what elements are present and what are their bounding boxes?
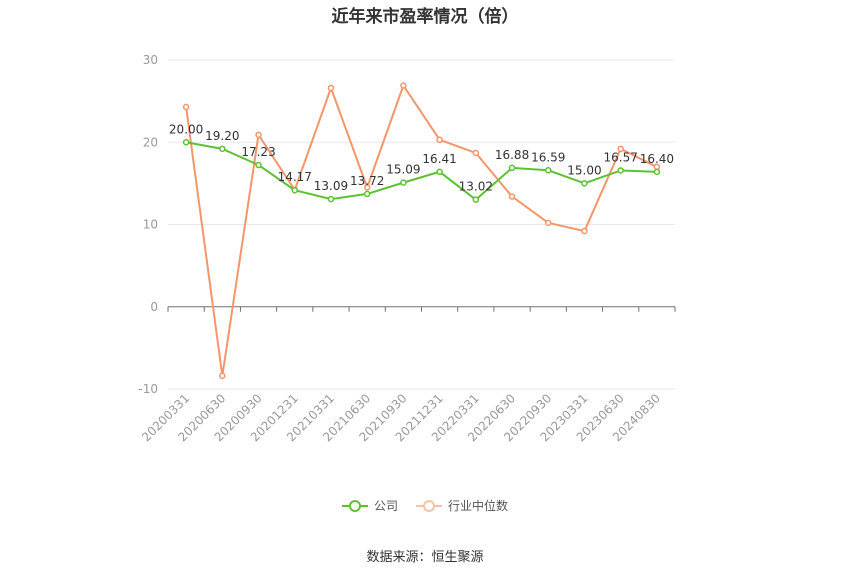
data-label-company: 20.00 [169,122,203,136]
data-label-company: 13.02 [459,180,493,194]
data-point-company [327,195,335,203]
data-point-industry-median [182,103,190,111]
legend-label-industry-median: 行业中位数 [448,499,509,513]
data-point-company [400,179,407,186]
data-point-company [291,186,298,194]
grid-layer [168,59,675,390]
series-line-company [185,141,657,201]
data-point-industry-median [508,193,516,200]
axis-layer: -100102030202003312020063020200930202012… [138,53,676,444]
data-point-company [617,167,624,174]
y-tick-label: 10 [143,218,158,232]
data-point-company [472,196,480,203]
data-point-industry-median [545,219,552,227]
y-tick-label: -10 [138,382,158,396]
data-label-company: 16.57 [603,150,637,164]
data-point-company [545,167,552,174]
data-point-company [363,190,371,198]
data-point-company [508,164,516,172]
data-label-company: 16.88 [495,148,529,162]
legend-item-company[interactable]: 公司 [341,497,398,514]
data-label-company: 15.09 [386,163,420,177]
data-label-company: 16.41 [422,152,456,166]
data-point-industry-median [400,82,407,89]
data-point-industry-median [255,131,262,139]
series-line-industry-median [185,83,658,376]
legend-item-industry-median[interactable]: 行业中位数 [416,497,508,514]
data-point-industry-median [436,136,443,144]
data-label-company: 15.00 [567,163,601,177]
data-point-industry-median [363,184,371,191]
legend: 公司 行业中位数 [0,497,850,514]
data-point-company [653,168,661,176]
y-tick-label: 30 [143,53,158,67]
data-point-company [581,180,588,187]
data-label-company: 13.09 [314,179,348,193]
data-point-industry-median [617,145,624,153]
data-point-company [219,145,226,153]
data-label-company: 14.17 [278,170,312,184]
chart-title: 近年来市盈率情况（倍） [331,7,519,27]
data-label-company: 13.72 [350,174,384,188]
y-tick-label: 0 [150,300,158,314]
data-point-company [255,161,262,169]
legend-label-company: 公司 [373,499,398,513]
data-label-company: 19.20 [205,129,239,143]
data-point-industry-median [581,227,588,235]
source-note: 数据来源：恒生聚源 [366,550,484,565]
data-point-industry-median [472,149,480,157]
data-point-industry-median [219,372,226,380]
data-label-company: 17.23 [241,145,275,159]
data-label-company: 16.59 [531,150,565,164]
data-label-company: 16.40 [640,152,674,166]
data-point-company [182,139,190,146]
legend-swatch-industry-icon [416,499,442,513]
y-tick-label: 20 [143,135,158,149]
series-layer [182,82,661,380]
data-point-industry-median [327,84,335,92]
data-point-company [436,168,443,176]
legend-swatch-company-icon [341,499,368,513]
